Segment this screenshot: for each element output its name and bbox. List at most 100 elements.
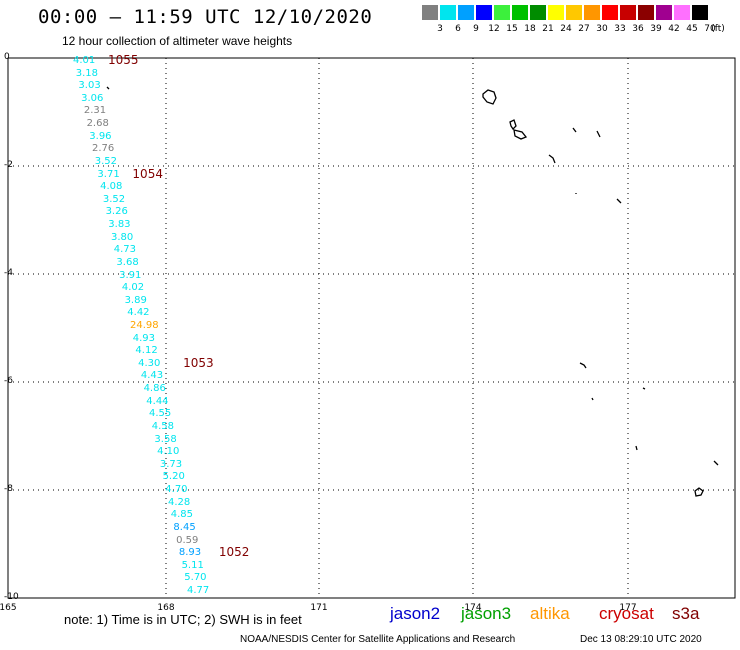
scale-swatch — [620, 5, 636, 20]
scale-swatch — [422, 5, 438, 20]
x-tick-label: 168 — [157, 603, 175, 613]
wave-height-value: 8.93 — [178, 547, 202, 559]
island-outline — [106, 86, 704, 497]
scale-swatch — [584, 5, 600, 20]
scale-label: 9 — [473, 24, 479, 34]
scale-label: 15 — [506, 24, 518, 34]
wave-height-value: 4.44 — [146, 395, 169, 407]
satellite-legend-item: jason3 — [461, 604, 512, 623]
wave-height-value: 4.01 — [73, 55, 96, 66]
credit-line: NOAA/NESDIS Center for Satellite Applica… — [240, 634, 516, 645]
wave-height-value: 3.89 — [124, 294, 147, 306]
scale-label: 27 — [578, 24, 590, 34]
scale-swatch — [530, 5, 546, 20]
scale-swatch — [476, 5, 492, 20]
scale-label: 70 — [704, 24, 716, 34]
orbit-time-label: 1054 — [132, 166, 163, 181]
scale-swatch — [566, 5, 582, 20]
scale-label: 36 — [632, 24, 644, 34]
scale-swatch — [602, 5, 618, 20]
island-outline — [482, 89, 497, 105]
wave-height-value: 4.42 — [127, 307, 150, 319]
x-tick-label: 177 — [619, 603, 637, 613]
island-outlines — [106, 86, 719, 497]
wave-height-value: 4.70 — [165, 484, 188, 496]
y-tick-label: -4 — [4, 268, 13, 278]
scale-label: 24 — [560, 24, 572, 34]
wave-height-value: 0.59 — [176, 534, 199, 546]
y-tick-label: -6 — [4, 376, 13, 386]
scale-swatch — [494, 5, 510, 20]
wave-height-value: 3.71 — [97, 168, 120, 180]
wave-height-value: 3.91 — [119, 269, 142, 281]
scale-label: 18 — [524, 24, 536, 34]
orbit-time-label: 1052 — [218, 545, 250, 560]
y-tick-label: -8 — [4, 484, 13, 494]
satellite-legend-item: s3a — [672, 604, 700, 623]
orbit-time-label: 1053 — [183, 355, 214, 370]
wave-height-value: 4.43 — [140, 370, 164, 382]
scale-swatch — [674, 5, 690, 20]
map-frame — [7, 57, 736, 599]
scale-label: 42 — [668, 24, 680, 34]
scale-swatch — [512, 5, 528, 20]
scale-label: 30 — [596, 24, 608, 34]
footer-note: note: 1) Time is in UTC; 2) SWH is in fe… — [64, 612, 302, 627]
scale-label: 12 — [488, 24, 500, 34]
x-tick-label: 174 — [464, 603, 482, 613]
wave-height-value: 5.11 — [181, 559, 204, 571]
lat-lon-grid — [8, 58, 735, 598]
x-tick-label: 171 — [310, 603, 328, 613]
y-tick-label: 0 — [4, 52, 10, 62]
generation-timestamp: Dec 13 08:29:10 UTC 2020 — [580, 634, 702, 645]
wave-height-value: 3.52 — [102, 193, 126, 205]
scale-label: 21 — [542, 24, 554, 34]
scale-label: 3 — [437, 24, 443, 34]
island-outline — [579, 362, 719, 466]
wave-height-value: 3.18 — [75, 67, 98, 79]
scale-swatch — [656, 5, 672, 20]
y-tick-label: -2 — [4, 160, 13, 170]
wave-height-value: 3.26 — [105, 206, 128, 218]
wave-height-value: 4.10 — [157, 446, 180, 458]
scale-label: 39 — [650, 24, 662, 34]
wave-height-value: 3.52 — [94, 155, 117, 167]
wave-height-value: 4.02 — [121, 282, 145, 294]
scale-label: 45 — [686, 24, 698, 34]
wave-height-value: 4.58 — [151, 420, 174, 432]
wave-height-value: 3.06 — [81, 92, 104, 104]
wave-height-value: 3.03 — [78, 80, 101, 92]
scale-swatch — [638, 5, 654, 20]
wave-height-value: 4.77 — [187, 585, 210, 596]
satellite-legend-item: altika — [530, 604, 570, 623]
wave-height-value: 24.98 — [130, 320, 159, 331]
satellite-legend-item: cryosat — [599, 604, 654, 623]
x-tick-label: 165 — [0, 603, 17, 613]
wave-height-value: 4.86 — [143, 383, 166, 395]
island-outline — [548, 127, 622, 204]
scale-label: 6 — [455, 24, 461, 34]
scale-swatch — [692, 5, 708, 20]
map-title: 00:00 – 11:59 UTC 12/10/2020 — [38, 6, 373, 28]
wave-height-value: 3.83 — [108, 219, 131, 231]
wave-height-value: 2.31 — [83, 105, 107, 117]
island-outline — [509, 119, 528, 140]
wave-height-value: 3.80 — [111, 231, 134, 243]
wave-height-value: 4.55 — [149, 408, 172, 420]
wave-height-value: 3.58 — [154, 433, 177, 445]
wave-height-value: 4.08 — [100, 181, 123, 193]
wave-height-value: 3.96 — [89, 130, 112, 142]
scale-swatch — [548, 5, 564, 20]
wave-height-value: 2.76 — [92, 143, 115, 155]
scale-swatch — [458, 5, 474, 20]
scale-unit-label: (ft) — [711, 24, 725, 34]
wave-height-value: 5.70 — [184, 572, 207, 584]
wave-height-value: 3.73 — [159, 458, 183, 470]
wave-height-value: 4.73 — [113, 244, 136, 256]
satellite-legend-item: jason2 — [390, 604, 441, 623]
orbit-time-label: 1055 — [108, 53, 139, 67]
wave-height-value: 4.30 — [138, 357, 161, 369]
map-subtitle: 12 hour collection of altimeter wave hei… — [62, 34, 293, 48]
y-tick-label: -10 — [4, 592, 19, 602]
